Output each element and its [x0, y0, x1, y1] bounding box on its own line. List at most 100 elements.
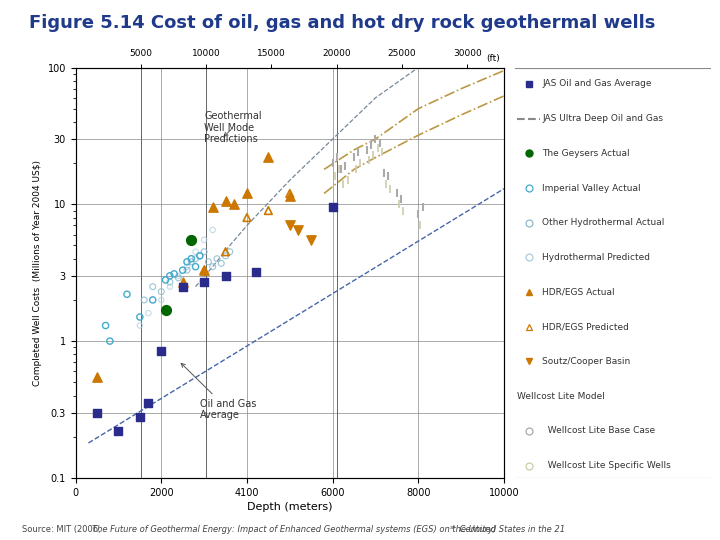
Point [177, 266, 189, 274]
Point [181, 258, 193, 266]
Point [220, 197, 231, 206]
Point [395, 194, 407, 203]
Point [382, 172, 394, 181]
Point [263, 206, 274, 215]
Point [370, 134, 382, 143]
Text: JAS Oil and Gas Average: JAS Oil and Gas Average [542, 79, 652, 89]
Point [284, 189, 296, 198]
Text: Oil and Gas
Average: Oil and Gas Average [181, 363, 256, 420]
Point [160, 305, 171, 314]
Point [384, 184, 396, 193]
Y-axis label: Completed Well Costs  (Millions of Year 2004 US$): Completed Well Costs (Millions of Year 2… [33, 160, 42, 386]
Point [391, 189, 402, 198]
Point [134, 321, 145, 330]
Text: Imperial Valley Actual: Imperial Valley Actual [542, 184, 641, 192]
Point [143, 399, 154, 408]
Point [181, 262, 193, 271]
Point [164, 282, 176, 291]
Point [393, 200, 405, 208]
Point [327, 203, 338, 212]
Point [372, 143, 383, 152]
Point [340, 162, 351, 171]
Point [417, 203, 428, 212]
Point [263, 153, 274, 162]
Point [364, 156, 375, 165]
Point [292, 226, 304, 234]
Point [199, 278, 210, 286]
Point [331, 153, 343, 162]
Point [121, 290, 132, 299]
Point [164, 272, 176, 280]
Point [284, 221, 296, 230]
Text: (ft): (ft) [486, 55, 500, 63]
Text: Wellcost Lite Model: Wellcost Lite Model [517, 392, 605, 401]
Text: HDR/EGS Actual: HDR/EGS Actual [542, 288, 615, 296]
Point [91, 372, 103, 381]
Point [199, 266, 210, 274]
Point [104, 337, 116, 346]
Point [284, 192, 296, 200]
Text: Wellcost Lite Specific Wells: Wellcost Lite Specific Wells [542, 461, 671, 470]
Point [215, 259, 227, 268]
Point [147, 282, 158, 291]
Point [194, 252, 206, 260]
Point [91, 408, 103, 417]
Point [413, 210, 424, 218]
Point [156, 287, 167, 296]
Text: Soutz/Cooper Basin: Soutz/Cooper Basin [542, 357, 631, 366]
Point [190, 262, 202, 271]
Point [194, 252, 206, 260]
Point [112, 427, 125, 435]
Point [220, 247, 231, 256]
Text: Geothermal
Well Mode
Predictions: Geothermal Well Mode Predictions [204, 111, 262, 144]
Point [202, 258, 214, 266]
Point [378, 168, 390, 177]
Point [156, 295, 167, 304]
Point [138, 295, 150, 304]
Point [348, 153, 360, 162]
Text: HDR/EGS Predicted: HDR/EGS Predicted [542, 322, 629, 332]
Point [211, 254, 222, 263]
Point [173, 272, 184, 280]
Point [186, 235, 197, 244]
Point [353, 148, 364, 157]
Point [199, 235, 210, 244]
Point [199, 266, 210, 274]
Point [368, 151, 379, 159]
Point [241, 189, 253, 198]
Point [366, 141, 377, 150]
Point [250, 268, 261, 276]
Point [186, 254, 197, 263]
Text: Figure 5.14 Cost of oil, gas and hot dry rock geothermal wells: Figure 5.14 Cost of oil, gas and hot dry… [29, 14, 655, 31]
Point [177, 278, 189, 286]
Text: Century): Century) [457, 524, 496, 534]
Point [143, 309, 154, 318]
Point [100, 321, 112, 330]
Point [338, 180, 349, 188]
Point [241, 213, 253, 222]
Point [147, 295, 158, 304]
Point [220, 272, 231, 280]
Point [181, 266, 193, 274]
Point [329, 172, 341, 181]
Point [342, 176, 354, 185]
Text: st: st [450, 525, 456, 530]
Point [164, 278, 176, 286]
Point [186, 258, 197, 266]
Point [228, 200, 240, 208]
Point [207, 226, 218, 234]
Point [374, 139, 385, 147]
Point [376, 148, 387, 157]
X-axis label: Depth (meters): Depth (meters) [247, 502, 333, 512]
Point [305, 235, 317, 244]
Point [156, 347, 167, 355]
Point [355, 159, 366, 167]
Text: The Future of Geothermal Energy: Impact of Enhanced Geothermal systems (EGS) on : The Future of Geothermal Energy: Impact … [92, 524, 565, 534]
Point [224, 247, 235, 256]
Text: The Geysers Actual: The Geysers Actual [542, 149, 630, 158]
Point [207, 262, 218, 271]
Point [134, 413, 145, 421]
Point [351, 165, 362, 174]
Text: Source: MIT (2006,: Source: MIT (2006, [22, 524, 103, 534]
Point [177, 282, 189, 291]
